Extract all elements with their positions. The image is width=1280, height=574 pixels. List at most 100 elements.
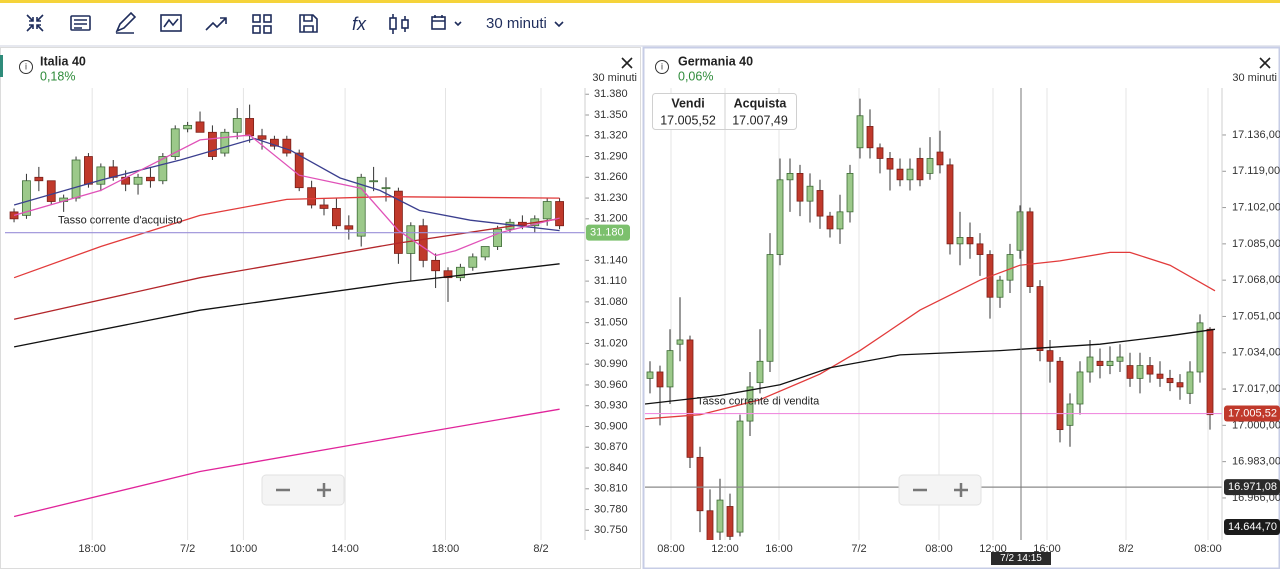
candle-body [1056,360,1064,431]
collapse-icon[interactable] [26,14,44,32]
candle-body [656,371,664,388]
moving-average [645,251,1216,420]
x-tick-label: 7/2 [851,543,866,555]
candle-body [706,510,714,540]
candle-body [836,211,844,230]
y-tick-label: 30.840 [594,462,628,474]
candle-body [245,118,255,137]
plot-area [5,88,585,540]
candle-body [1186,371,1194,394]
sell-label[interactable]: Vendi [671,96,704,110]
candle-body [232,118,242,133]
candle-body [1176,382,1184,388]
y-tick-label: 30.780 [594,503,628,515]
candle-icon[interactable] [389,14,409,34]
y-tick-label: 30.990 [594,358,628,370]
info-icon[interactable] [19,60,33,74]
panel-interval: 30 minuti [592,72,637,84]
offscale-price-tag-label: 14.644,70 [1228,521,1277,533]
panel-header: i Italia 40 0,18% 30 minuti [19,54,637,84]
y-tick-label: 31.380 [594,88,628,100]
candle-body [542,201,552,220]
crosshair-tag [991,552,1051,565]
candle-body [746,386,754,422]
candle-body [756,360,764,384]
panel-header: i Germania 40 0,06% 30 minuti [655,54,1277,84]
sell-price[interactable]: 17.005,52 [660,113,716,127]
separator [0,45,1280,47]
candle-body [394,190,403,254]
y-tick-label: 31.260 [594,171,628,183]
zoom-in[interactable] [317,483,331,497]
candle-body [716,499,724,533]
moving-average [13,263,560,348]
x-tick-label: 14:00 [331,543,359,555]
close-button[interactable] [621,57,633,69]
buy-price[interactable]: 17.007,49 [732,113,788,127]
candle-body [1086,356,1094,373]
price-tag-label: 17.005,52 [1228,407,1277,419]
y-tick-label: 30.870 [594,441,628,453]
candle-body [183,124,193,130]
interval-selector[interactable]: 30 minuti [486,15,547,32]
moving-average [13,196,560,279]
draw-icon[interactable] [115,11,137,34]
zoom-in[interactable] [954,483,968,497]
indicator-icon[interactable] [160,14,182,32]
trend-icon[interactable] [205,17,227,31]
candle-body [146,176,155,182]
panel-change: 0,06% [678,69,713,83]
candle-body [676,339,684,345]
y-tick-label: 17.119,00 [1232,165,1280,177]
y-tick-label: 31.320 [594,130,628,142]
candle-body [1106,360,1114,366]
zoom-bar [261,474,345,506]
candle-body [936,151,944,166]
x-tick-label: 08:00 [925,543,953,555]
info-icon[interactable] [655,60,669,74]
candle-body [332,208,341,227]
candle-body [282,138,292,154]
y-tick-label: 31.230 [594,192,628,204]
candle-body [856,115,864,149]
y-tick-label: 17.051,00 [1232,310,1280,322]
candle-body [1196,322,1204,373]
candle-body [270,138,279,147]
y-tick-label: 31.050 [594,317,628,329]
note-icon[interactable] [70,15,91,31]
price-tag-label: 31.180 [590,227,624,239]
candle-body [786,173,794,181]
candle-body [46,180,56,202]
candle-body [876,147,884,159]
moving-average [13,218,560,320]
candle-body [369,180,379,183]
layout-icon[interactable] [252,14,272,34]
y-tick-label: 17.136,00 [1232,129,1280,141]
candle-body [1036,286,1044,352]
x-tick-label: 10:00 [230,543,258,555]
candle-body [666,350,674,388]
y-tick-label: 17.017,00 [1232,383,1280,395]
candle-body [826,215,834,230]
candle-body [96,166,106,185]
moving-average [13,134,560,257]
quote-box: Vendi 17.005,52 Acquista 17.007,49 [652,93,797,130]
formula-icon[interactable]: fx [352,14,367,34]
plot-overlay: 18:00 7/2 10:00 14:00 18:00 8/2 31.380 31.350 31… [58,88,630,555]
y-tick-label: 17.034,00 [1232,347,1280,359]
candle-body [319,204,329,209]
candle-body [195,121,205,133]
candle-body [806,185,814,202]
save-icon[interactable] [299,14,318,33]
zoom-controls [261,474,982,506]
buy-label[interactable]: Acquista [734,96,788,110]
x-tick-label: 12:00 [711,543,739,555]
chevron[interactable] [554,21,564,28]
candle-body [34,176,44,182]
calendar-icon[interactable] [431,15,462,30]
candle-body [1016,211,1024,251]
zoom-bar [898,474,982,506]
close-button[interactable] [1259,57,1271,69]
candle-body [976,243,984,255]
y-tick-label: 31.140 [594,254,628,266]
